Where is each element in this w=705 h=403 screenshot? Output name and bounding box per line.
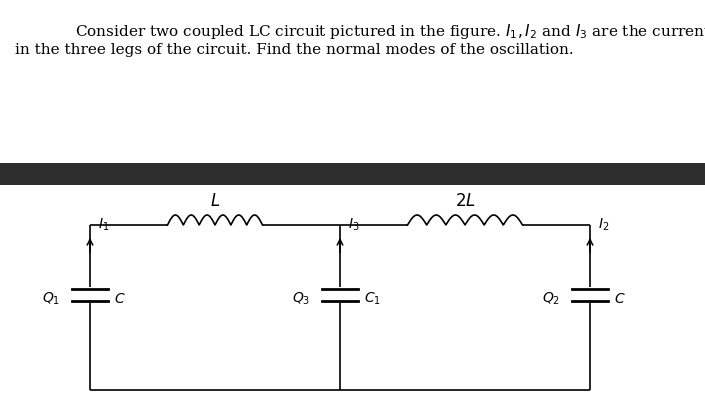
Text: $C$: $C$ <box>114 292 125 306</box>
Text: Consider two coupled LC circuit pictured in the figure. $I_1, I_2$ and $I_3$ are: Consider two coupled LC circuit pictured… <box>75 22 705 41</box>
Text: $I_1$: $I_1$ <box>98 216 109 233</box>
Text: $I_3$: $I_3$ <box>348 216 360 233</box>
Text: $Q_1$: $Q_1$ <box>42 291 60 307</box>
Text: $Q_3$: $Q_3$ <box>292 291 310 307</box>
Text: $C$: $C$ <box>614 292 625 306</box>
Text: $Q_2$: $Q_2$ <box>542 291 560 307</box>
Text: $2L$: $2L$ <box>455 193 475 210</box>
Bar <box>0 163 705 185</box>
Text: $L$: $L$ <box>210 193 220 210</box>
Text: $I_2$: $I_2$ <box>598 216 609 233</box>
Text: in the three legs of the circuit. Find the normal modes of the oscillation.: in the three legs of the circuit. Find t… <box>15 43 574 57</box>
Text: $C_1$: $C_1$ <box>364 291 381 307</box>
